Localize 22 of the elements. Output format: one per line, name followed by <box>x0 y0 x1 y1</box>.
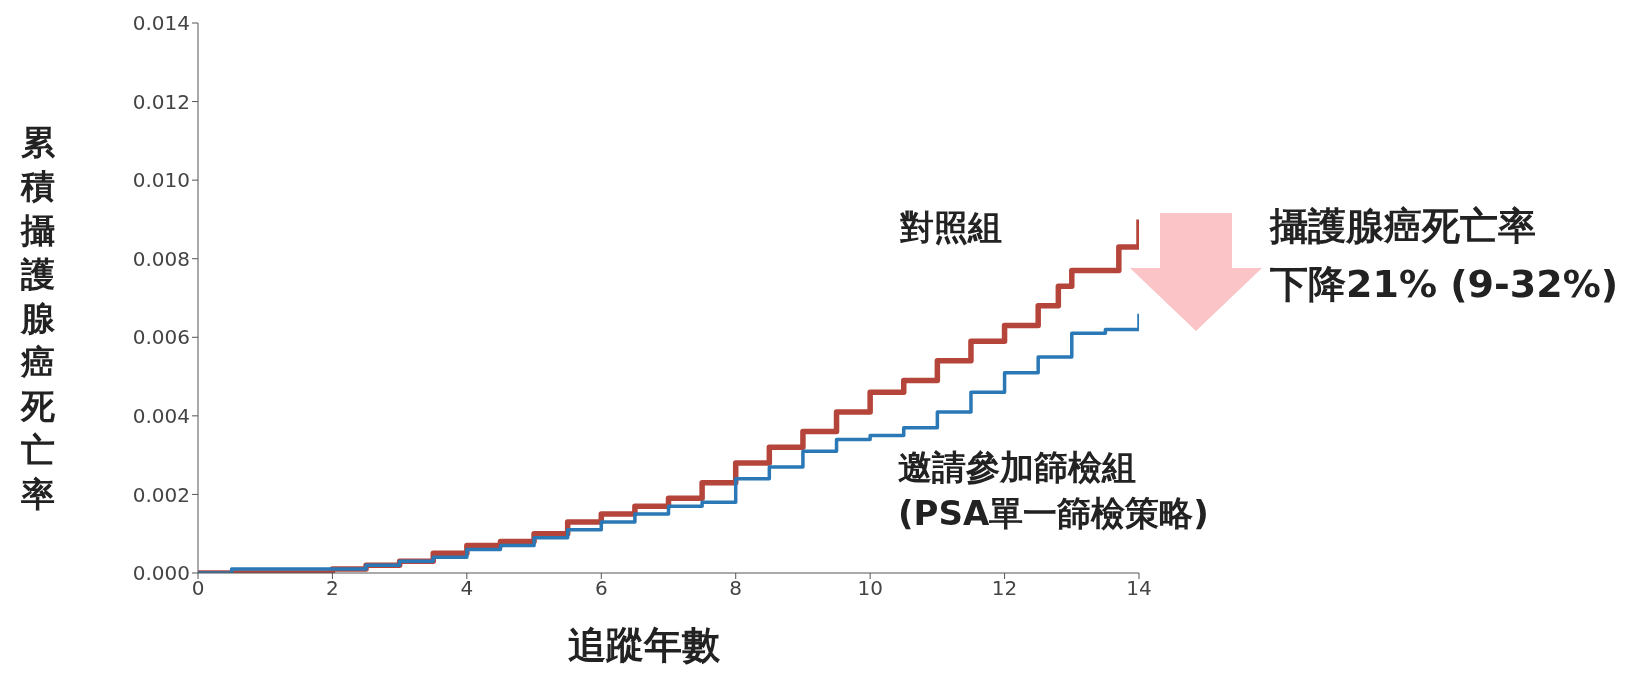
y-tick-label: 0.014 <box>132 11 190 36</box>
x-tick-label: 8 <box>729 576 743 601</box>
series-label: 邀請參加篩檢組 (PSA單一篩檢策略) <box>898 446 1209 535</box>
y-tick-label: 0.004 <box>132 403 190 428</box>
y-tick-label: 0.008 <box>132 246 190 271</box>
text: 攝護腺癌死亡率 <box>1270 203 1536 250</box>
x-tick-label: 4 <box>460 576 474 601</box>
y-tick-label: 0.010 <box>132 168 190 193</box>
y-tick-label: 0.012 <box>132 89 190 114</box>
x-tick-label: 12 <box>991 576 1018 601</box>
text: 對照組 <box>900 206 1002 249</box>
y-tick-label: 0.006 <box>132 325 190 350</box>
text: 累積攝護腺癌死亡率 <box>21 122 55 514</box>
text: 下降21% (9-32%) <box>1270 261 1619 308</box>
y-tick-label: 0.002 <box>132 482 190 507</box>
x-tick-label: 6 <box>594 576 608 601</box>
x-tick-label: 14 <box>1126 576 1152 601</box>
x-tick-label: 0 <box>191 576 205 601</box>
x-tick-label: 2 <box>326 576 339 601</box>
y-tick-label: 0.000 <box>132 561 190 586</box>
x-tick-label: 10 <box>857 576 883 601</box>
x-axis-title: 追蹤年數 <box>568 622 720 669</box>
